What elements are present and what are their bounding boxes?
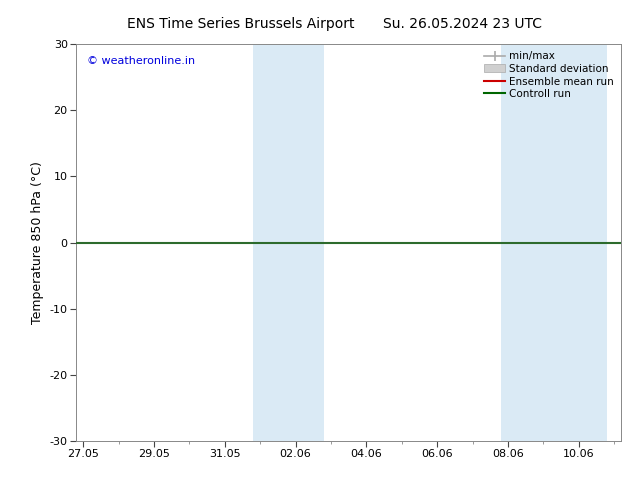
Bar — [501, 44, 543, 441]
Text: Su. 26.05.2024 23 UTC: Su. 26.05.2024 23 UTC — [384, 17, 542, 31]
Text: © weatheronline.in: © weatheronline.in — [87, 56, 195, 66]
Y-axis label: Temperature 850 hPa (°C): Temperature 850 hPa (°C) — [31, 161, 44, 324]
Text: ENS Time Series Brussels Airport: ENS Time Series Brussels Airport — [127, 17, 354, 31]
Bar — [253, 44, 324, 441]
Bar — [543, 44, 607, 441]
Legend: min/max, Standard deviation, Ensemble mean run, Controll run: min/max, Standard deviation, Ensemble me… — [482, 49, 616, 101]
